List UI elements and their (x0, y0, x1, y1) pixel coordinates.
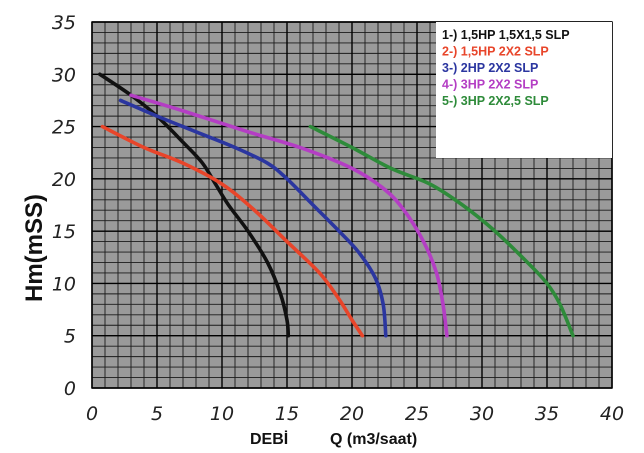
legend-entry-1: 1-) 1,5HP 1,5X1,5 SLP (442, 28, 570, 42)
x-tick-label: 40 (600, 403, 624, 425)
y-tick-label: 10 (52, 273, 76, 295)
y-axis-label: Hm(mSS) (21, 194, 48, 302)
x-tick-label: 5 (151, 403, 163, 425)
series-line-3 (118, 98, 388, 338)
y-tick-label: 35 (52, 12, 76, 34)
x-axis-label-left: DEBİ (250, 430, 288, 448)
legend-entry-4: 4-) 3HP 2X2 SLP (442, 78, 538, 92)
y-tick-label: 0 (64, 378, 76, 400)
legend-entry-2: 2-) 1,5HP 2X2 SLP (442, 45, 549, 59)
x-tick-label: 20 (340, 403, 364, 425)
x-tick-label: 15 (275, 403, 299, 425)
series-line-4 (129, 93, 449, 338)
series-line-5 (308, 124, 575, 338)
y-tick-label: 5 (64, 326, 76, 348)
x-tick-label: 25 (405, 403, 429, 425)
legend-entry-5: 5-) 3HP 2X2,5 SLP (442, 94, 549, 108)
x-axis-label-right: Q (m3/saat) (330, 431, 417, 448)
series-line-2 (100, 124, 365, 338)
x-tick-label: 0 (86, 403, 98, 425)
x-tick-label: 10 (210, 403, 234, 425)
legend-box (436, 22, 612, 158)
y-tick-label: 30 (52, 64, 76, 86)
y-tick-label: 25 (52, 117, 76, 139)
x-tick-label: 30 (470, 403, 494, 425)
x-tick-label: 35 (535, 403, 559, 425)
y-tick-label: 15 (52, 221, 76, 243)
y-tick-label: 20 (52, 169, 76, 191)
legend-entry-3: 3-) 2HP 2X2 SLP (442, 61, 538, 75)
